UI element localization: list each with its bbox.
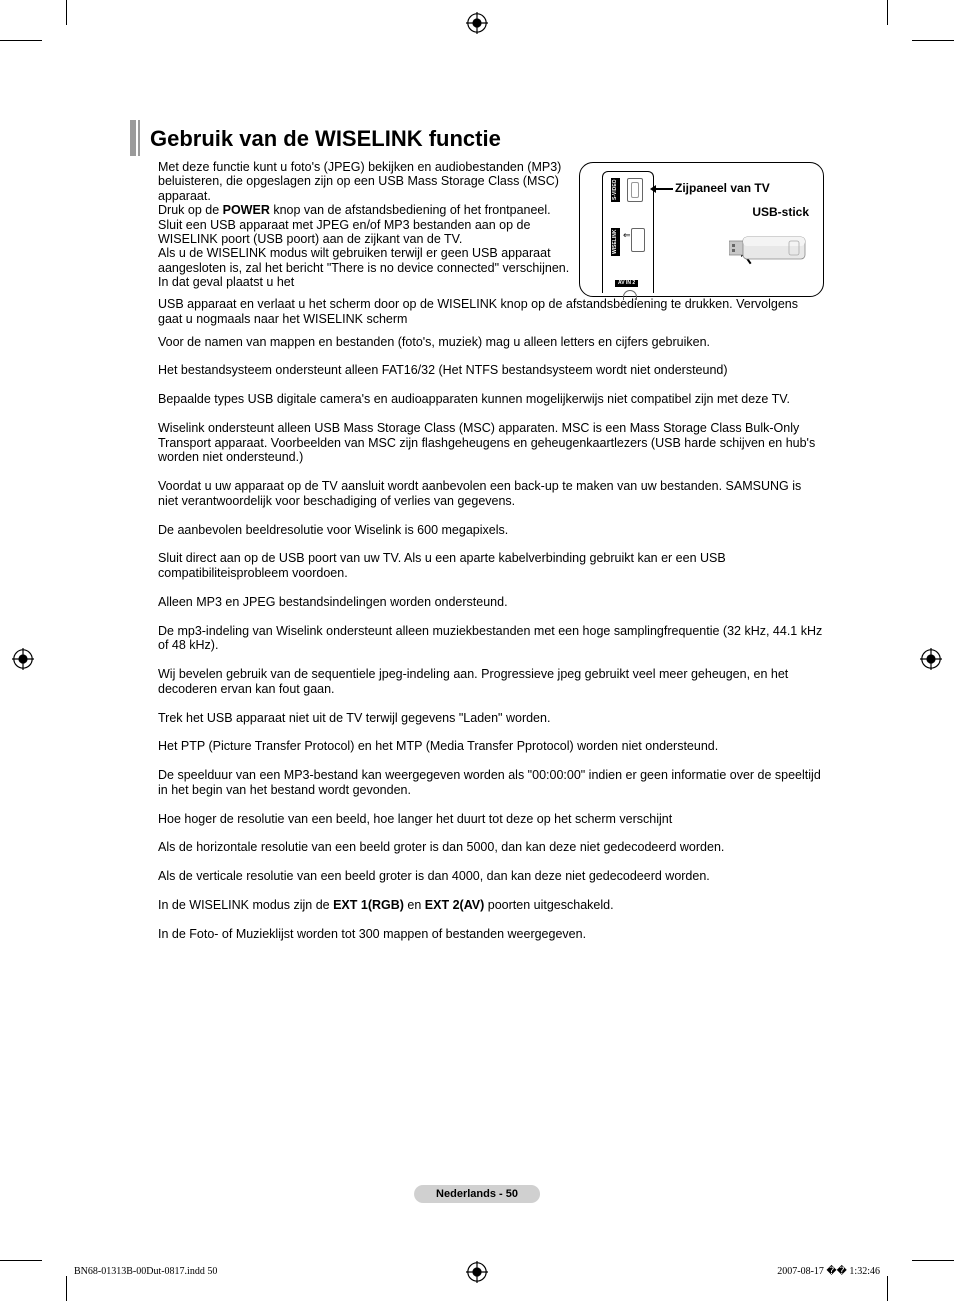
port-label-wiselink: WISELINK bbox=[611, 228, 620, 256]
note-item: In de WISELINK modus zijn de EXT 1(RGB) … bbox=[158, 898, 824, 913]
crop-mark bbox=[887, 0, 888, 25]
page-content: Gebruik van de WISELINK functie Met deze… bbox=[130, 120, 824, 955]
note-item: De speelduur van een MP3-bestand kan wee… bbox=[158, 768, 824, 798]
note-item: In de Foto- of Muzieklijst worden tot 30… bbox=[158, 927, 824, 942]
registration-mark-icon bbox=[12, 648, 34, 670]
crop-mark bbox=[887, 1276, 888, 1301]
registration-mark-icon bbox=[466, 12, 488, 34]
port-slot-inner bbox=[631, 182, 639, 198]
port-circle bbox=[623, 290, 637, 300]
crop-mark bbox=[0, 1260, 42, 1261]
crop-mark bbox=[66, 1276, 67, 1301]
note-item: Als de verticale resolutie van een beeld… bbox=[158, 869, 824, 884]
arrow-line bbox=[655, 188, 673, 190]
usb-stick-icon bbox=[729, 235, 807, 266]
page-number-badge: Nederlands - 50 bbox=[414, 1185, 540, 1203]
crop-mark bbox=[912, 1260, 954, 1261]
crop-mark bbox=[66, 0, 67, 25]
footer-filename: BN68-01313B-00Dut-0817.indd 50 bbox=[74, 1266, 217, 1277]
note-item: Voordat u uw apparaat op de TV aansluit … bbox=[158, 479, 824, 509]
port-label-avin2: AV IN 2 bbox=[615, 280, 638, 287]
note-item: Alleen MP3 en JPEG bestandsindelingen wo… bbox=[158, 595, 824, 610]
intro-text: Met deze functie kunt u foto's (JPEG) be… bbox=[158, 160, 578, 289]
page-title: Gebruik van de WISELINK functie bbox=[150, 120, 501, 156]
intro-p3-partial: Als u de WISELINK modus wilt gebruiken t… bbox=[158, 246, 578, 289]
registration-mark-icon bbox=[466, 1261, 488, 1283]
diagram-label-panel: Zijpaneel van TV bbox=[675, 181, 770, 195]
note-item: Als de horizontale resolutie van een bee… bbox=[158, 840, 824, 855]
note-item: De mp3-indeling van Wiselink ondersteunt… bbox=[158, 624, 824, 654]
note-item: Wij bevelen gebruik van de sequentiele j… bbox=[158, 667, 824, 697]
registration-mark-icon bbox=[920, 648, 942, 670]
intro-p2: Druk op de POWER knop van de afstandsbed… bbox=[158, 203, 578, 246]
note-item: Het PTP (Picture Transfer Protocol) en h… bbox=[158, 739, 824, 754]
diagram-label-usb: USB-stick bbox=[752, 205, 809, 219]
crop-mark bbox=[912, 40, 954, 41]
notes-list: Voor de namen van mappen en bestanden (f… bbox=[158, 335, 824, 942]
title-bar-icon bbox=[130, 120, 140, 156]
note-item: De aanbevolen beeldresolutie voor Wiseli… bbox=[158, 523, 824, 538]
note-item: Hoe hoger de resolutie van een beeld, ho… bbox=[158, 812, 824, 827]
tv-side-panel-icon: S-VIDEO WISELINK ⇐ AV IN 2 bbox=[602, 171, 654, 293]
port-slot-usb bbox=[631, 228, 645, 252]
note-item: Wiselink ondersteunt alleen USB Mass Sto… bbox=[158, 421, 824, 465]
intro-p1: Met deze functie kunt u foto's (JPEG) be… bbox=[158, 160, 578, 203]
crop-mark bbox=[0, 40, 42, 41]
title-block: Gebruik van de WISELINK functie bbox=[130, 120, 824, 156]
port-label-svideo: S-VIDEO bbox=[611, 178, 620, 202]
usb-arrow-icon: ⇐ bbox=[623, 230, 631, 241]
note-item: Het bestandsysteem ondersteunt alleen FA… bbox=[158, 363, 824, 378]
note-item: Trek het USB apparaat niet uit de TV ter… bbox=[158, 711, 824, 726]
intro-p3-rest: USB apparaat en verlaat u het scherm doo… bbox=[158, 297, 824, 327]
note-item: Voor de namen van mappen en bestanden (f… bbox=[158, 335, 824, 350]
note-item: Sluit direct aan op de USB poort van uw … bbox=[158, 551, 824, 581]
connection-diagram: S-VIDEO WISELINK ⇐ AV IN 2 Zijpaneel van… bbox=[579, 162, 824, 297]
note-item: Bepaalde types USB digitale camera's en … bbox=[158, 392, 824, 407]
footer-timestamp: 2007-08-17 �� 1:32:46 bbox=[777, 1266, 880, 1277]
